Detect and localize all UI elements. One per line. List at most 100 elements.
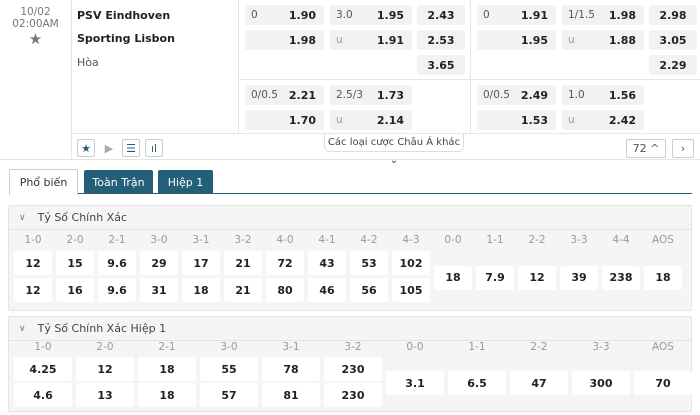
under-cell[interactable]: u 1.88: [562, 30, 644, 50]
odds-draw[interactable]: 18: [644, 265, 682, 290]
hdp2-home-cell[interactable]: 0/0.5 2.49: [477, 85, 556, 105]
odds-away[interactable]: 31: [140, 278, 178, 302]
hdp-away-cell[interactable]: 1.98: [245, 30, 324, 50]
odds-home[interactable]: 15: [56, 251, 94, 275]
odds-line: u: [336, 114, 343, 126]
more-markets-button[interactable]: 72 ^: [626, 139, 666, 158]
hdp2-away-cell[interactable]: 1.70: [245, 110, 324, 130]
chevron-down-icon: ∨: [19, 323, 26, 334]
tab-fulltime[interactable]: Toàn Trận: [84, 170, 153, 194]
more-asian-bets-button[interactable]: Các loại cược Châu Á khác ⌄: [324, 134, 464, 166]
over-cell[interactable]: 3.0 1.95: [330, 5, 412, 25]
odds-draw[interactable]: 12: [518, 265, 556, 290]
stats-chart-icon[interactable]: ıl: [145, 139, 163, 157]
odds-home[interactable]: 78: [262, 357, 320, 381]
odds-value: 1.53: [520, 113, 548, 127]
odds-line: u: [336, 34, 343, 46]
hdp-home-cell[interactable]: 0 1.90: [245, 5, 324, 25]
odds-home[interactable]: 21: [224, 251, 262, 275]
odds-home[interactable]: 43: [308, 251, 346, 275]
odds-value: 1.95: [520, 33, 548, 47]
hdp2-home-cell[interactable]: 0/0.5 2.21: [245, 85, 324, 105]
odds-away[interactable]: 80: [266, 278, 304, 302]
draw-score-label: 4-4: [612, 234, 630, 246]
x12-home-cell[interactable]: 2.43: [417, 5, 465, 25]
tab-firsthalf[interactable]: Hiệp 1: [158, 170, 213, 194]
odds-value: 2.29: [659, 58, 687, 72]
odds-value: 1.88: [608, 33, 636, 47]
under2-cell[interactable]: u 2.42: [562, 110, 644, 130]
x12-draw-cell[interactable]: 2.29: [649, 55, 697, 75]
tab-popular[interactable]: Phổ biến: [9, 169, 78, 195]
score-label: 4-1: [318, 234, 336, 246]
odds-home[interactable]: 12: [76, 357, 134, 381]
hdp-home-cell[interactable]: 0 1.91: [477, 5, 556, 25]
under2-cell[interactable]: u 2.14: [330, 110, 412, 130]
odds-away[interactable]: 21: [224, 278, 262, 302]
odds-away[interactable]: 18: [138, 383, 196, 407]
layout-icon[interactable]: ☰: [122, 139, 140, 157]
section-header[interactable]: ∨ Tỷ Số Chính Xác: [9, 206, 691, 230]
odds-away[interactable]: 230: [324, 383, 382, 407]
x12-home-cell[interactable]: 2.98: [649, 5, 697, 25]
draw-score-label: 3-3: [592, 341, 610, 353]
odds-home[interactable]: 9.6: [98, 251, 136, 275]
odds-home[interactable]: 29: [140, 251, 178, 275]
hdp-away-cell[interactable]: 1.95: [477, 30, 556, 50]
odds-home[interactable]: 53: [350, 251, 388, 275]
over-cell[interactable]: 1/1.5 1.98: [562, 5, 644, 25]
odds-away[interactable]: 18: [182, 278, 220, 302]
odds-away[interactable]: 46: [308, 278, 346, 302]
odds-draw[interactable]: 70: [634, 371, 692, 395]
odds-away[interactable]: 9.6: [98, 278, 136, 302]
draw-score-label: 2-2: [530, 341, 548, 353]
odds-draw[interactable]: 300: [572, 371, 630, 395]
odds-away[interactable]: 13: [76, 383, 134, 407]
section-header[interactable]: ∨ Tỷ Số Chính Xác Hiệp 1: [9, 317, 691, 341]
x12-away-cell[interactable]: 3.05: [649, 30, 697, 50]
odds-home[interactable]: 12: [14, 251, 52, 275]
odds-draw[interactable]: 39: [560, 265, 598, 290]
under-cell[interactable]: u 1.91: [330, 30, 412, 50]
odds-home[interactable]: 102: [392, 251, 430, 275]
odds-home[interactable]: 17: [182, 251, 220, 275]
chevron-down-icon: ⌄: [389, 155, 399, 166]
odds-home[interactable]: 230: [324, 357, 382, 381]
odds-away[interactable]: 16: [56, 278, 94, 302]
odds-value: 1.90: [288, 8, 316, 22]
odds-away[interactable]: 105: [392, 278, 430, 302]
score-label: 4-3: [402, 234, 420, 246]
odds-away[interactable]: 12: [14, 278, 52, 302]
over2-cell[interactable]: 1.0 1.56: [562, 85, 644, 105]
odds-home[interactable]: 55: [200, 357, 258, 381]
odds-away[interactable]: 56: [350, 278, 388, 302]
favorite-star-icon[interactable]: ★: [28, 30, 43, 48]
odds-draw[interactable]: 18: [434, 265, 472, 290]
odds-home[interactable]: 72: [266, 251, 304, 275]
odds-draw[interactable]: 238: [602, 265, 640, 290]
next-button[interactable]: ›: [672, 139, 694, 158]
section-title: Tỷ Số Chính Xác: [37, 211, 128, 224]
odds-draw[interactable]: 47: [510, 371, 568, 395]
odds-away[interactable]: 57: [200, 383, 258, 407]
odds-value: 1.91: [376, 33, 404, 47]
x12-away-cell[interactable]: 2.53: [417, 30, 465, 50]
odds-value: 1.91: [520, 8, 548, 22]
odds-draw[interactable]: 7.9: [476, 265, 514, 290]
score-label: 2-1: [158, 341, 176, 353]
odds-away[interactable]: 81: [262, 383, 320, 407]
play-icon[interactable]: ▶: [100, 139, 118, 157]
hdp2-away-cell[interactable]: 1.53: [477, 110, 556, 130]
x12-draw-cell[interactable]: 3.65: [417, 55, 465, 75]
score-label: 3-0: [150, 234, 168, 246]
odds-draw[interactable]: 3.1: [386, 371, 444, 395]
odds-away[interactable]: 4.6: [14, 383, 72, 407]
odds-draw[interactable]: 6.5: [448, 371, 506, 395]
over2-cell[interactable]: 2.5/3 1.73: [330, 85, 412, 105]
odds-value: 1.98: [608, 8, 636, 22]
draw-score-label: 3-3: [570, 234, 588, 246]
favorite-star-icon[interactable]: ★: [77, 139, 95, 157]
odds-home[interactable]: 4.25: [14, 357, 72, 381]
odds-home[interactable]: 18: [138, 357, 196, 381]
match-row: 10/02 02:00AM ★ PSV Eindhoven Sporting L…: [0, 0, 700, 166]
